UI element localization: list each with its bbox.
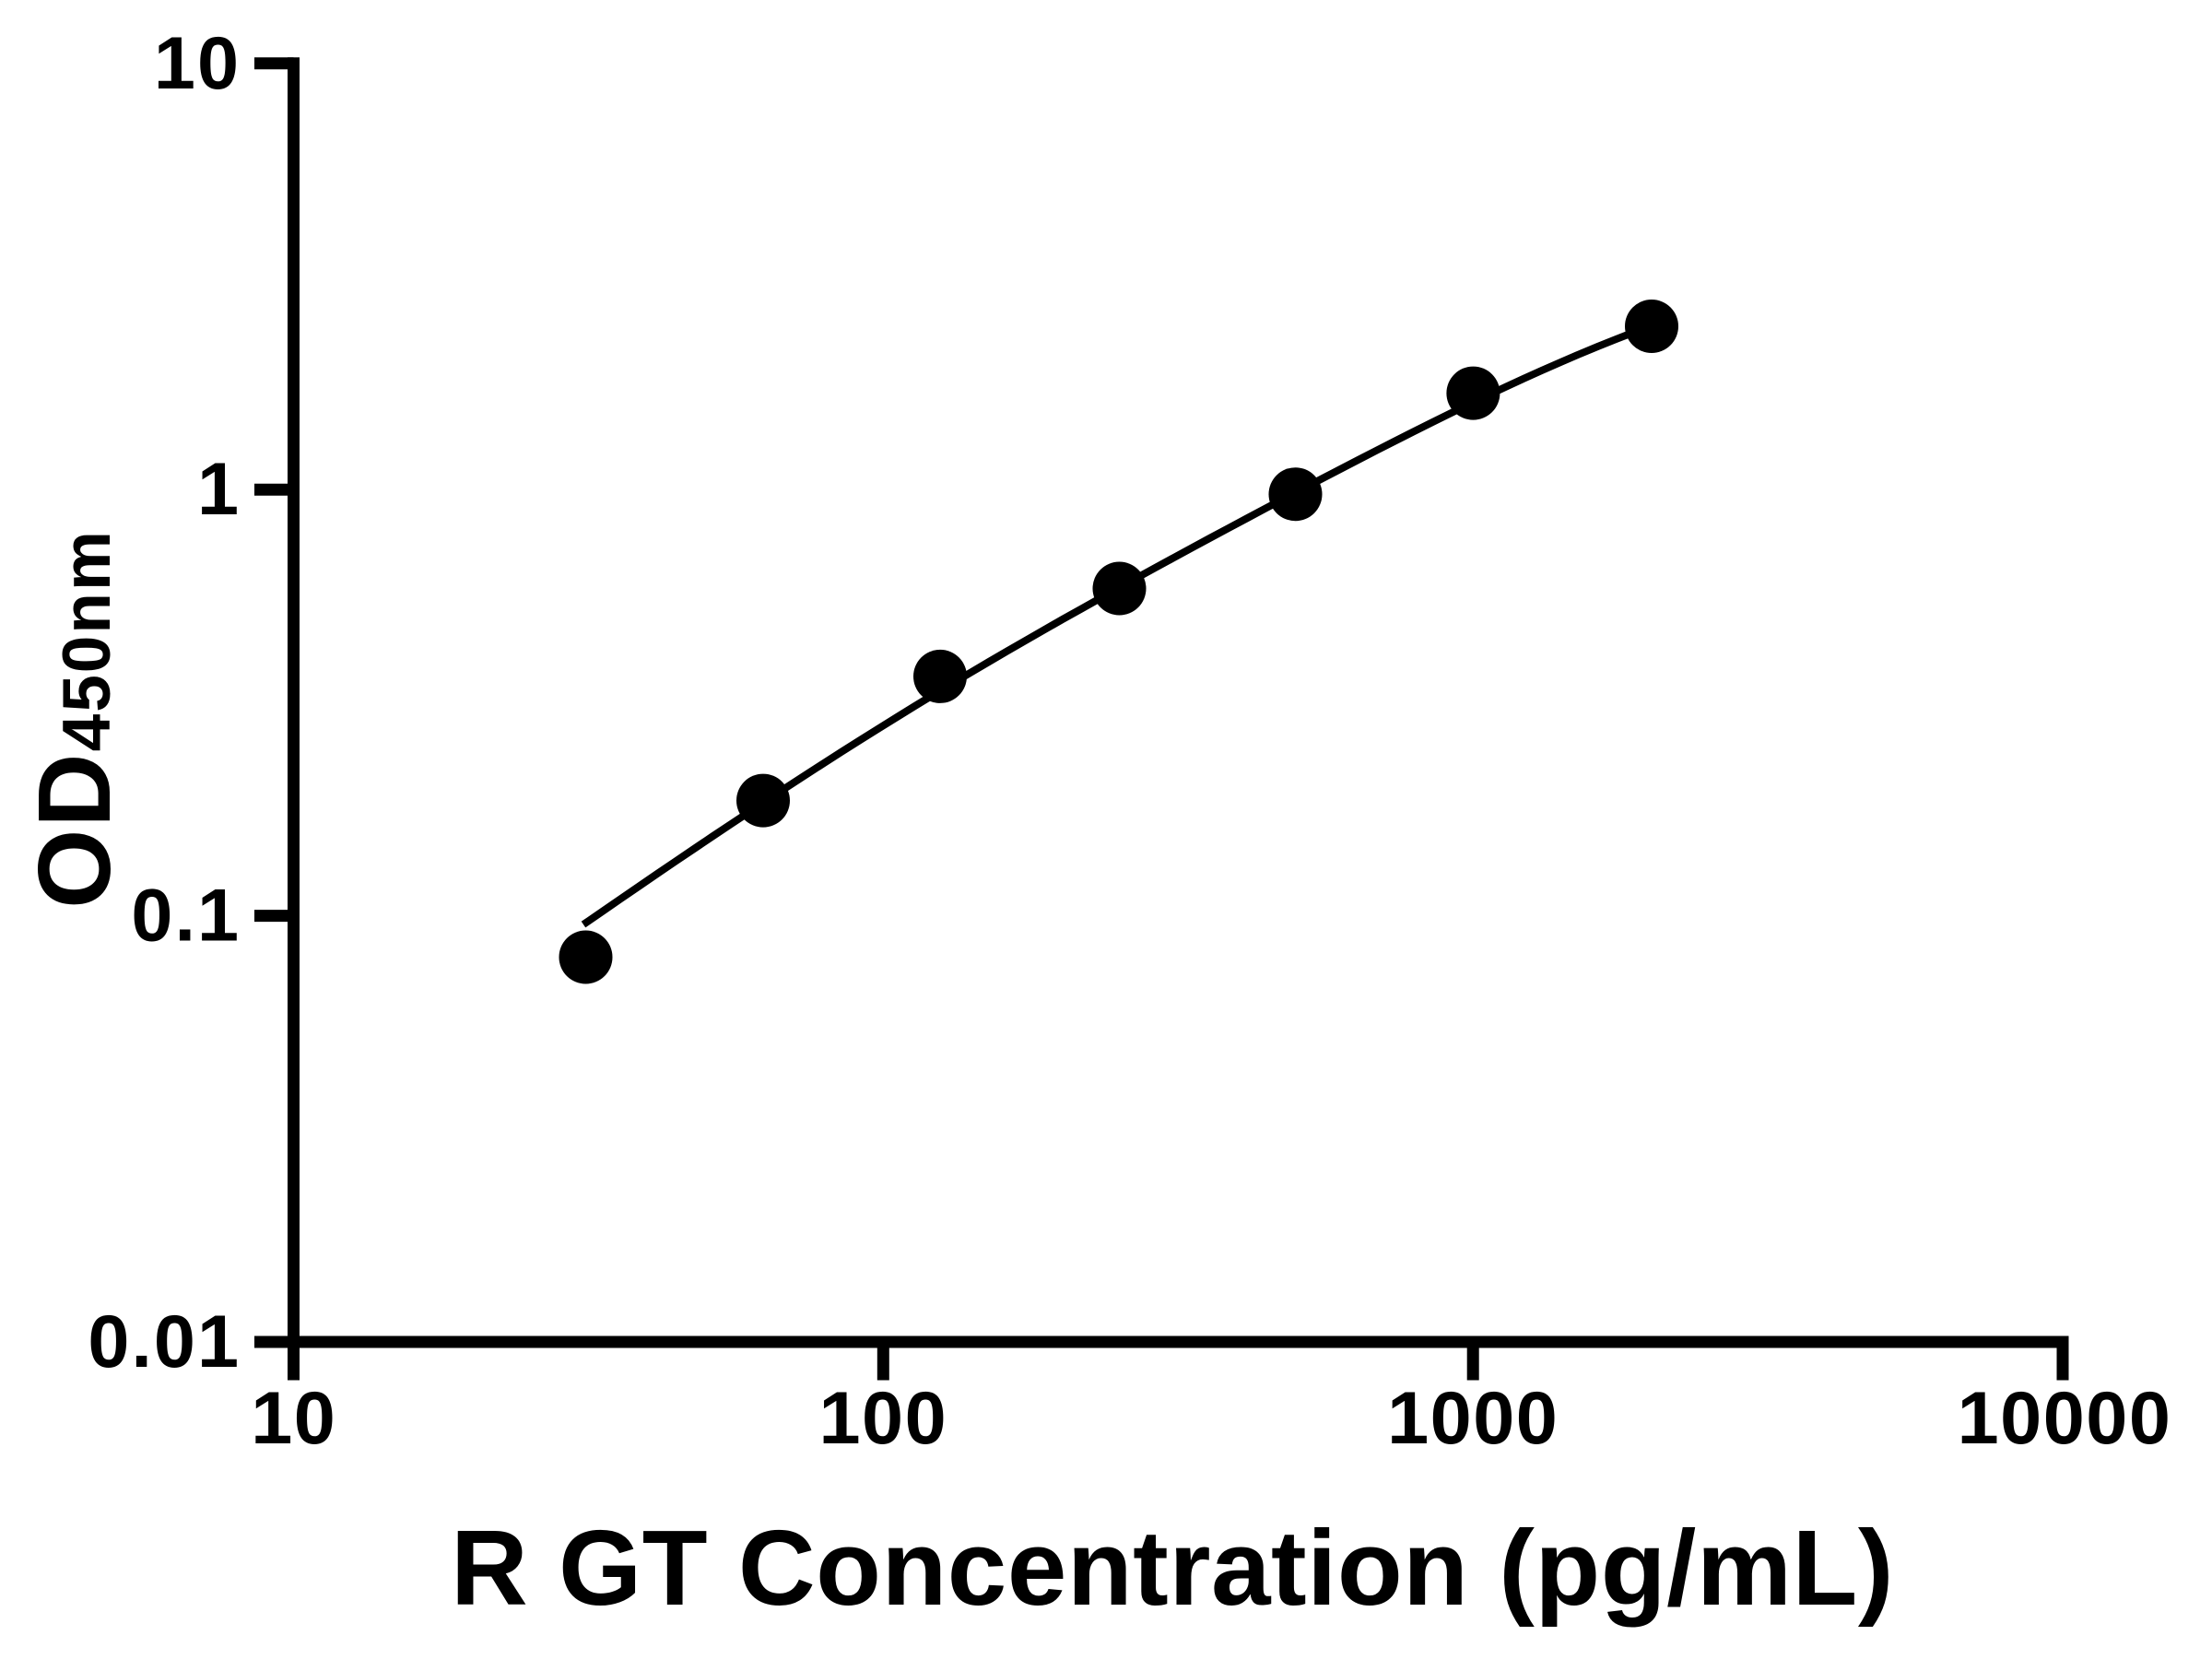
svg-text:10: 10	[154, 22, 241, 105]
svg-text:100: 100	[818, 1377, 947, 1460]
svg-text:1000: 1000	[1387, 1377, 1559, 1460]
svg-text:R GT Concentration (pg/mL): R GT Concentration (pg/mL)	[451, 1508, 1894, 1628]
svg-text:OD450nm: OD450nm	[18, 529, 132, 909]
svg-text:10000: 10000	[1958, 1377, 2172, 1460]
svg-text:10: 10	[251, 1377, 336, 1460]
svg-text:0.01: 0.01	[88, 1300, 241, 1383]
svg-text:0.1: 0.1	[131, 875, 241, 958]
svg-text:1: 1	[197, 448, 241, 531]
